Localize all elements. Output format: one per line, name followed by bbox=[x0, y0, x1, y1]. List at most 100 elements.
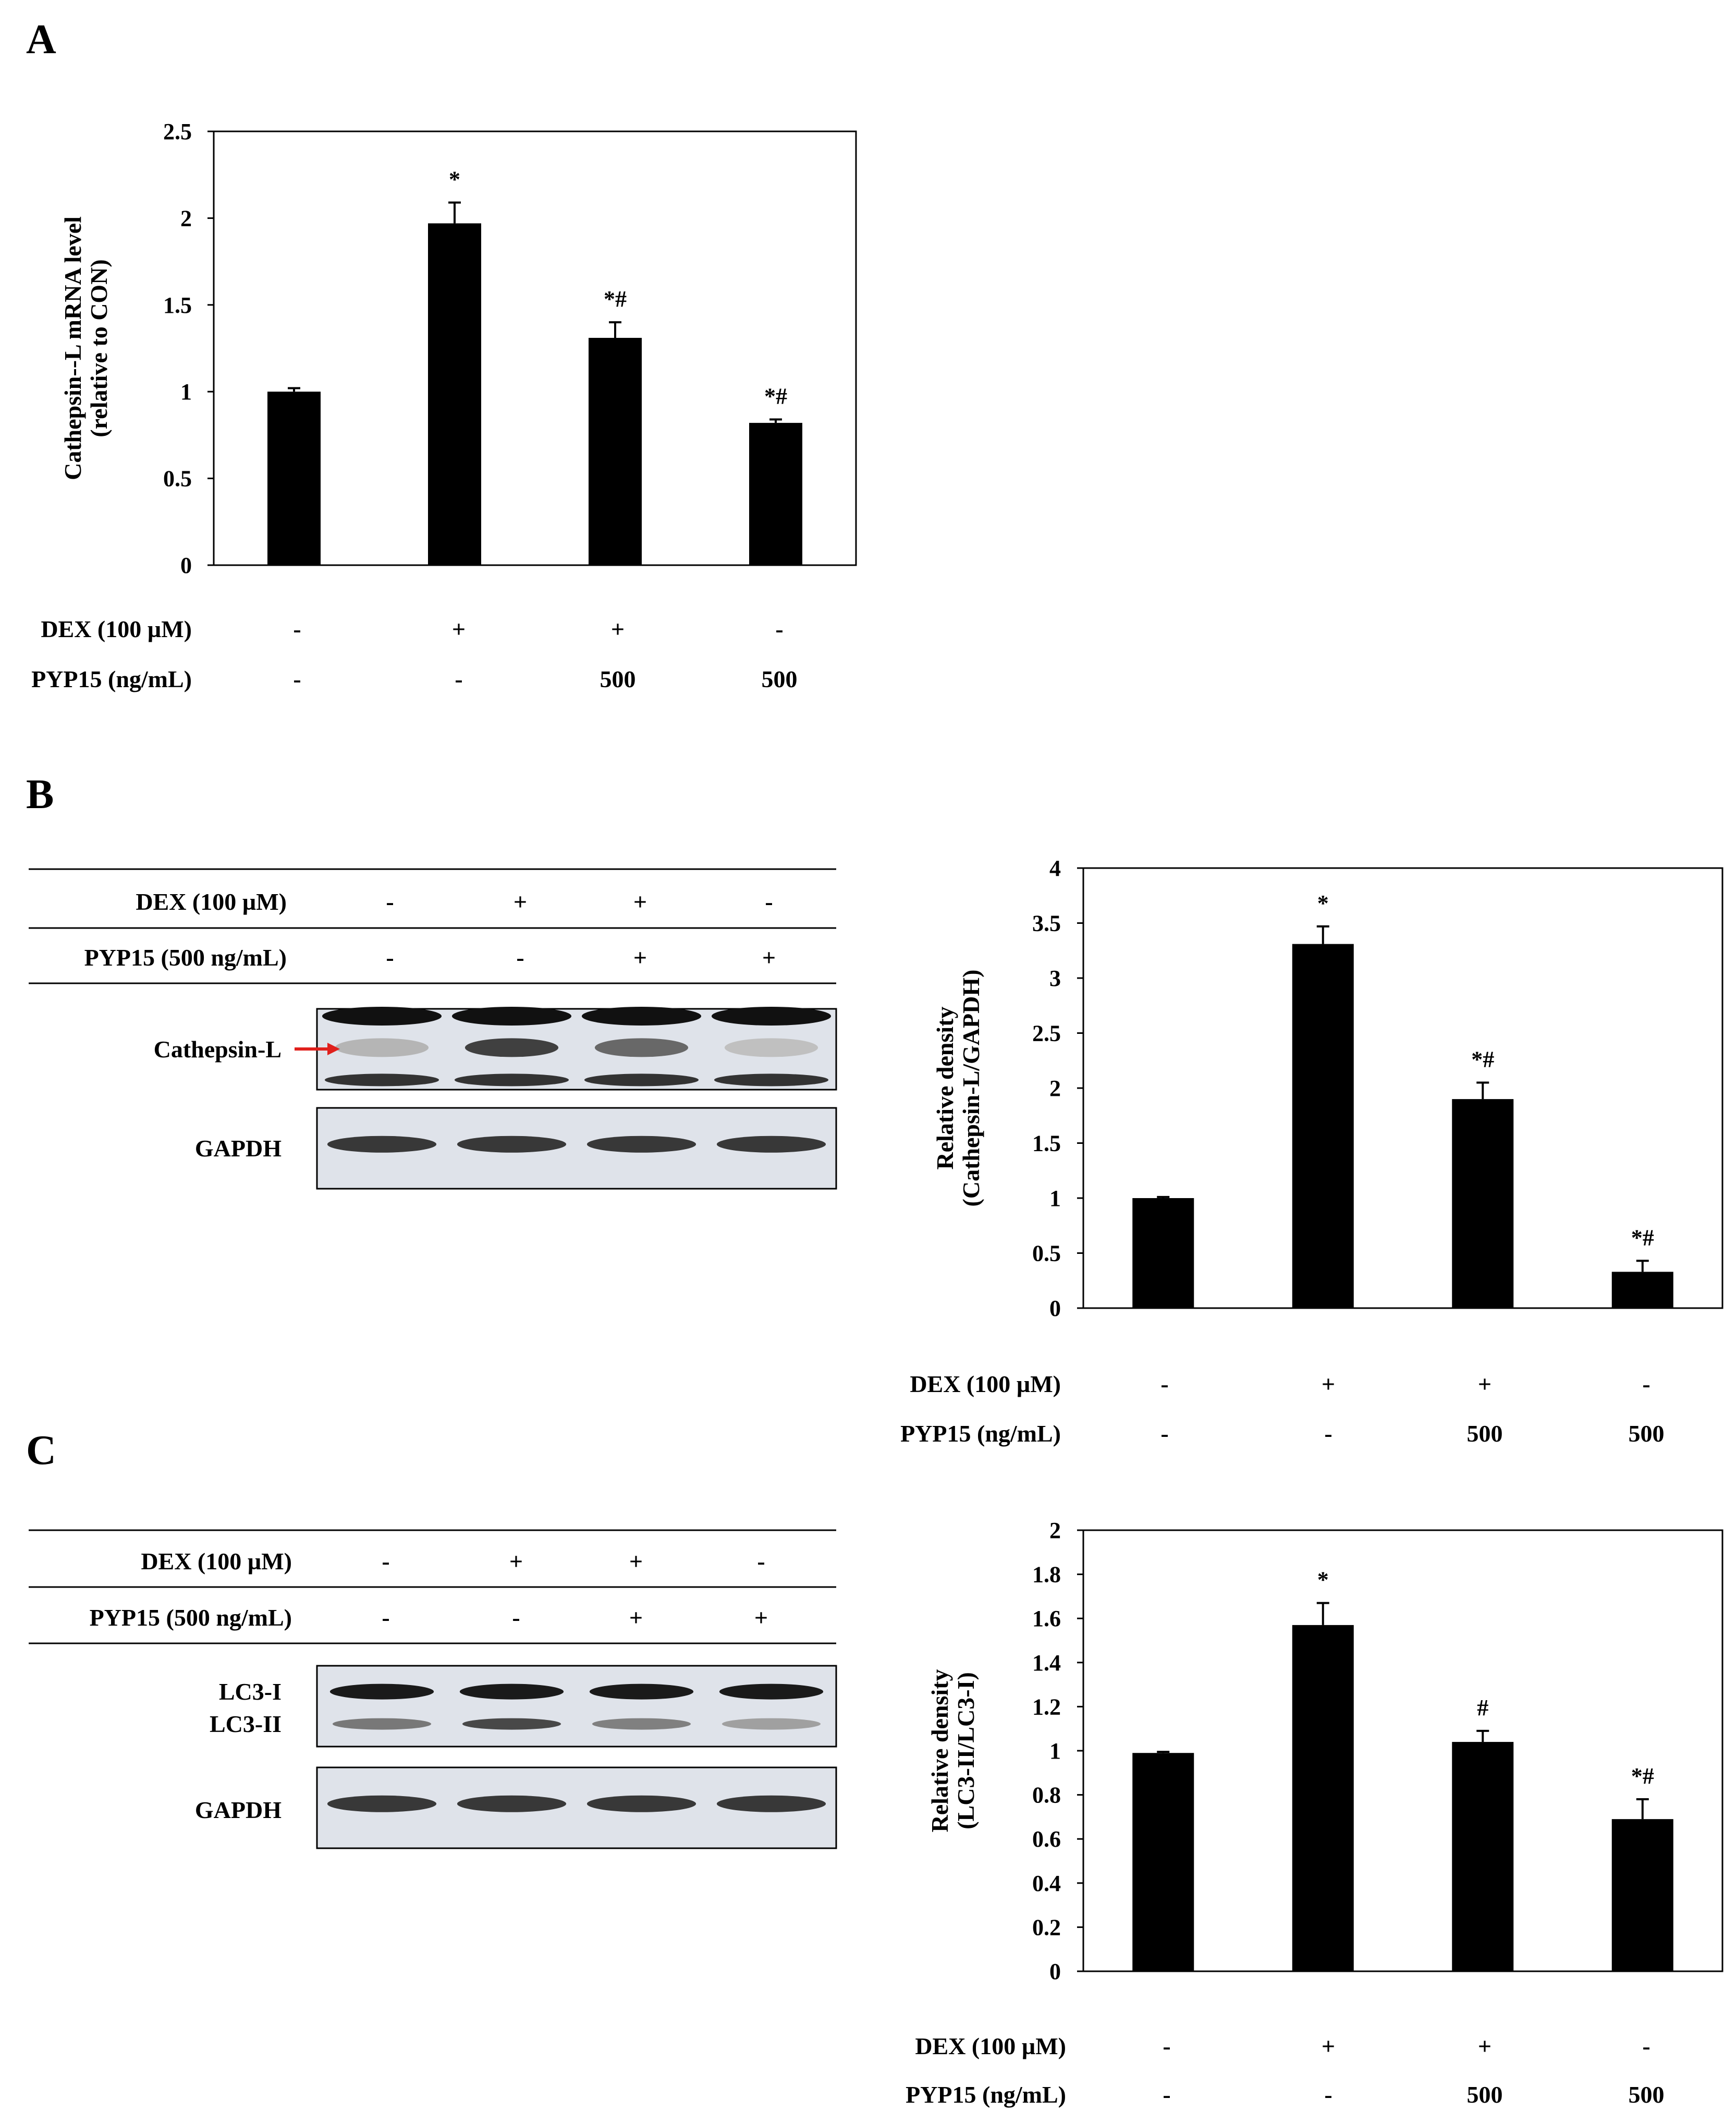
y-tick-label: 2 bbox=[1049, 1518, 1061, 1543]
y-tick-label: 0.8 bbox=[1032, 1783, 1061, 1808]
blot-band bbox=[586, 1795, 696, 1812]
blot-condition-label: DEX (100 µM) bbox=[136, 888, 287, 915]
y-tick-label: 0.5 bbox=[163, 466, 192, 492]
y-tick-label: 1.4 bbox=[1032, 1650, 1061, 1676]
blot-band bbox=[586, 1136, 696, 1153]
western-blot-b: DEX (100 µM) - + + - PYP15 (500 ng/mL) - - + + Cat… bbox=[29, 868, 837, 1190]
y-tick-label: 1.2 bbox=[1032, 1694, 1061, 1719]
blot-band bbox=[592, 1718, 691, 1730]
blot-band bbox=[454, 1073, 569, 1087]
blot-condition-value: + bbox=[509, 1548, 523, 1575]
condition-value: 500 bbox=[762, 666, 798, 692]
y-tick-label: 1 bbox=[1049, 1186, 1061, 1211]
condition-label: PYP15 (ng/mL) bbox=[900, 1420, 1061, 1447]
condition-value: 500 bbox=[1629, 1420, 1665, 1447]
blot-band bbox=[332, 1718, 432, 1730]
blot-condition-value: + bbox=[629, 1604, 643, 1631]
blot-band bbox=[716, 1795, 826, 1812]
blot-condition-value: - bbox=[516, 944, 524, 971]
bar bbox=[1611, 1272, 1673, 1308]
blot-condition-label: PYP15 (500 ng/mL) bbox=[90, 1604, 292, 1631]
condition-label: PYP15 (ng/mL) bbox=[31, 666, 192, 692]
significance-label: * bbox=[449, 166, 460, 192]
significance-label: *# bbox=[764, 383, 787, 409]
y-tick-label: 0.2 bbox=[1032, 1914, 1061, 1940]
bar bbox=[1611, 1819, 1673, 1971]
condition-value: - bbox=[293, 666, 301, 692]
blot-band bbox=[581, 1007, 702, 1026]
panel-letter-a: A bbox=[26, 17, 56, 63]
condition-value: - bbox=[1324, 1420, 1332, 1447]
condition-value: - bbox=[1160, 1371, 1168, 1397]
blot-condition-value: + bbox=[633, 944, 647, 971]
condition-label: PYP15 (ng/mL) bbox=[906, 2081, 1066, 2108]
significance-label: * bbox=[1317, 1567, 1329, 1593]
western-blot-c: DEX (100 µM) - + + - PYP15 (500 ng/mL) - - + + LC3… bbox=[29, 1529, 837, 1849]
blot-condition-label: DEX (100 µM) bbox=[141, 1548, 292, 1575]
blot-condition-label: PYP15 (500 ng/mL) bbox=[84, 944, 287, 971]
condition-value: 500 bbox=[1467, 1420, 1503, 1447]
blot-condition-value: + bbox=[514, 888, 527, 915]
y-tick-label: 1 bbox=[1049, 1738, 1061, 1764]
condition-value: 500 bbox=[1467, 2081, 1503, 2108]
condition-label: DEX (100 µM) bbox=[915, 2033, 1066, 2059]
condition-value: - bbox=[293, 616, 301, 642]
blot-condition-value: + bbox=[762, 944, 776, 971]
blot-band bbox=[716, 1136, 826, 1153]
y-tick-label: 2 bbox=[1049, 1076, 1061, 1101]
y-tick-label: 1.5 bbox=[163, 292, 192, 318]
y-axis-subtitle: (LC3-II/LC3-I) bbox=[952, 1672, 979, 1829]
condition-value: + bbox=[1322, 2033, 1335, 2059]
y-tick-label: 2.5 bbox=[163, 119, 192, 144]
blot-band bbox=[329, 1683, 434, 1700]
y-axis-title: Cathepsin--L mRNA level bbox=[59, 216, 86, 480]
blot-band bbox=[327, 1136, 437, 1153]
significance-label: # bbox=[1477, 1695, 1488, 1721]
blot-condition-value: + bbox=[629, 1548, 643, 1575]
bar bbox=[1292, 1625, 1354, 1971]
y-tick-label: 3 bbox=[1049, 966, 1061, 991]
condition-value: + bbox=[1478, 2033, 1492, 2059]
y-axis-title: Relative density bbox=[926, 1669, 953, 1832]
condition-label: DEX (100 µM) bbox=[910, 1371, 1061, 1397]
blot-band bbox=[722, 1718, 821, 1730]
blot-band bbox=[589, 1683, 694, 1700]
blot-band bbox=[324, 1073, 439, 1087]
blot-band bbox=[457, 1136, 567, 1153]
blot-band bbox=[322, 1007, 442, 1026]
condition-value: + bbox=[1322, 1371, 1335, 1397]
y-tick-label: 2 bbox=[180, 205, 192, 231]
blot-condition-value: - bbox=[765, 888, 773, 915]
significance-label: *# bbox=[1471, 1046, 1494, 1072]
condition-value: - bbox=[1324, 2081, 1332, 2108]
condition-value: - bbox=[1163, 2081, 1170, 2108]
bar bbox=[1132, 1753, 1194, 1971]
y-tick-label: 0.6 bbox=[1032, 1826, 1061, 1852]
bar bbox=[1452, 1099, 1514, 1308]
y-tick-label: 4 bbox=[1049, 856, 1061, 881]
blot-strip-label: GAPDH bbox=[195, 1797, 282, 1823]
y-tick-label: 3.5 bbox=[1032, 911, 1061, 936]
blot-band bbox=[335, 1038, 429, 1057]
blot-band bbox=[711, 1007, 832, 1026]
blot-band bbox=[459, 1683, 564, 1700]
chart-a: 0 0.5 1 1.5 2 2.5 Cathepsin--L mRNA level (rela… bbox=[31, 119, 857, 692]
condition-value: - bbox=[1163, 2033, 1170, 2059]
y-tick-label: 2.5 bbox=[1032, 1021, 1061, 1046]
y-tick-label: 0.4 bbox=[1032, 1871, 1061, 1896]
significance-label: *# bbox=[1631, 1763, 1654, 1789]
condition-value: - bbox=[1160, 1420, 1168, 1447]
condition-value: - bbox=[1642, 1371, 1650, 1397]
blot-strip-label: GAPDH bbox=[195, 1135, 282, 1162]
significance-label: *# bbox=[604, 286, 627, 312]
blot-band bbox=[714, 1073, 829, 1087]
bar bbox=[589, 338, 642, 565]
chart-b: 0 0.5 1 1.5 2 2.5 3 3.5 4 Relative density (Cathep… bbox=[900, 856, 1723, 1447]
y-tick-label: 0 bbox=[1049, 1296, 1061, 1321]
blot-band bbox=[462, 1718, 561, 1730]
y-tick-label: 0 bbox=[1049, 1959, 1061, 1984]
cathepsin-arrow-icon bbox=[295, 1043, 340, 1055]
blot-band bbox=[594, 1038, 689, 1057]
condition-value: - bbox=[1642, 2033, 1650, 2059]
